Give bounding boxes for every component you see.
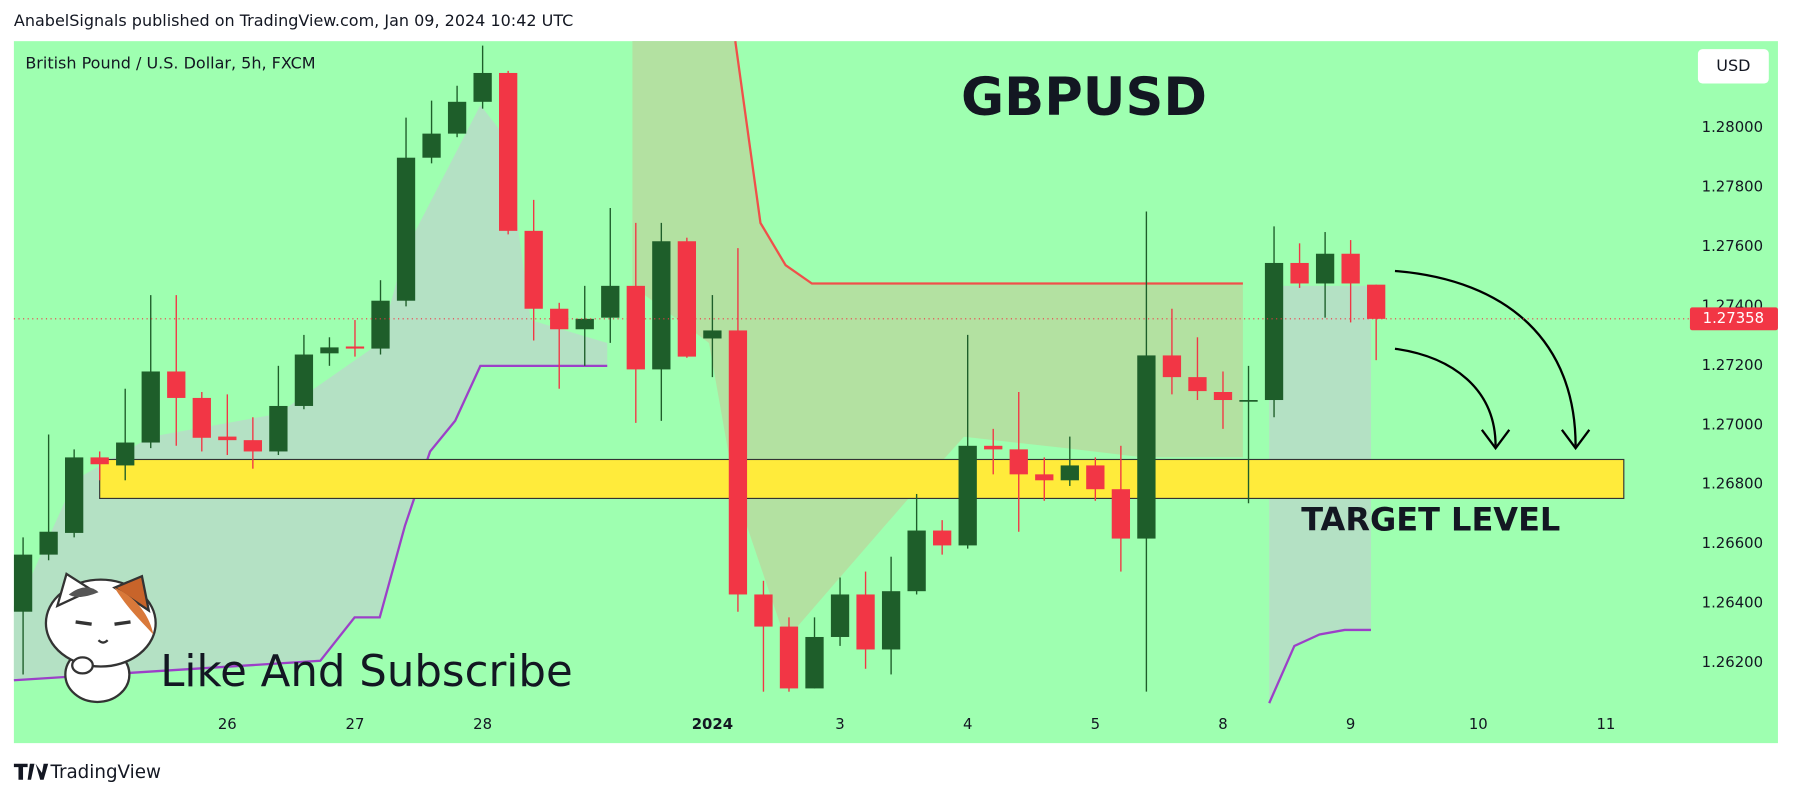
candle-body [907, 530, 926, 592]
x-tick-label: 28 [473, 715, 492, 733]
arrow [1394, 269, 1577, 446]
candle-body [294, 354, 314, 406]
candle-body [881, 591, 901, 650]
candle-body [396, 157, 416, 301]
x-tick-label: 10 [1469, 715, 1488, 733]
candle-body [933, 530, 952, 546]
symbol-description: British Pound / U.S. Dollar, 5h, FXCM [25, 54, 315, 73]
x-tick-label: 5 [1091, 715, 1100, 733]
candle-body [13, 554, 33, 612]
arrow [1394, 347, 1497, 446]
y-tick-label: 1.27000 [1702, 415, 1763, 433]
candle-body [116, 442, 135, 466]
candle-body [1290, 262, 1309, 284]
y-tick-label: 1.27200 [1702, 356, 1763, 374]
y-tick-label: 1.27800 [1702, 177, 1763, 195]
candle-body [984, 445, 1003, 450]
annotation: Like And Subscribe [160, 647, 572, 697]
trend-line-down [734, 41, 1243, 285]
candle-body [192, 397, 211, 438]
candle-body [830, 594, 850, 637]
x-tick-label: 3 [835, 715, 844, 733]
x-tick-label: 27 [346, 715, 365, 733]
currency-label: USD [1716, 56, 1750, 75]
candle-body [39, 531, 58, 555]
candle-body [703, 330, 722, 339]
candle-body [958, 445, 977, 546]
x-tick-label: 4 [963, 715, 972, 733]
cat-sticker [44, 572, 157, 704]
candle-body [677, 241, 697, 357]
candle-body [90, 457, 109, 465]
candle-body [1060, 465, 1079, 481]
candle-body [218, 436, 237, 441]
candle-body [779, 626, 799, 689]
arrow-head [1480, 429, 1511, 451]
x-tick-label: 11 [1596, 715, 1615, 733]
candle-body [601, 285, 620, 318]
x-tick-label: 8 [1218, 715, 1227, 733]
candle-body [422, 133, 441, 158]
candle-body [447, 101, 467, 134]
candle-body [141, 371, 160, 443]
y-tick-label: 1.27600 [1702, 237, 1763, 255]
last-price-badge [1689, 307, 1778, 331]
chart-title: GBPUSD [961, 67, 1207, 128]
candle-body [1367, 284, 1386, 319]
x-tick-label: 26 [218, 715, 237, 733]
tradingview-logo [13, 763, 49, 780]
candle-body [1162, 355, 1182, 378]
candle-body [1035, 474, 1054, 481]
candle-body [345, 346, 365, 349]
candle-body [754, 594, 773, 627]
candle-body [65, 457, 84, 533]
candle-body [1213, 391, 1233, 401]
candle-body [1137, 355, 1156, 539]
candle-body [1239, 400, 1258, 402]
publisher-line: AnabelSignals published on TradingView.c… [14, 11, 573, 30]
zone-label: TARGET LEVEL [1301, 500, 1560, 538]
candle-body [1086, 465, 1105, 490]
candle-body [167, 371, 186, 398]
y-tick-label: 1.26800 [1702, 475, 1763, 493]
currency-button[interactable] [1697, 49, 1769, 84]
candle-body [320, 347, 339, 354]
candle-body [728, 330, 748, 595]
x-tick-label: 2024 [692, 715, 733, 733]
y-tick-label: 1.26400 [1702, 594, 1763, 612]
candle-body [473, 72, 492, 102]
candle-body [1264, 262, 1284, 401]
candle-body [1315, 253, 1335, 284]
candle-body [626, 285, 645, 370]
trend-line-up [1268, 628, 1371, 704]
candle-body [499, 72, 518, 231]
arrow-head [1560, 429, 1591, 451]
candle-body [1341, 253, 1360, 284]
candle-body [269, 405, 288, 452]
footer-brand: TradingView [49, 762, 161, 783]
y-tick-label: 1.26600 [1702, 534, 1763, 552]
last-price-label: 1.27358 [1703, 309, 1764, 327]
y-tick-label: 1.28000 [1702, 118, 1763, 136]
candle-body [1188, 377, 1207, 392]
candle-body [524, 230, 543, 309]
candle-body [856, 594, 875, 650]
candle-body [805, 636, 824, 689]
candle-body [1009, 449, 1028, 475]
target-zone [99, 458, 1625, 500]
candle-body [652, 241, 671, 370]
candle-body [371, 300, 390, 349]
y-tick-label: 1.26200 [1702, 653, 1763, 671]
candle-body [575, 318, 594, 330]
trend-line-up [13, 364, 608, 682]
candle-body [243, 440, 263, 452]
candle-body [1111, 489, 1131, 539]
x-tick-label: 9 [1346, 715, 1355, 733]
